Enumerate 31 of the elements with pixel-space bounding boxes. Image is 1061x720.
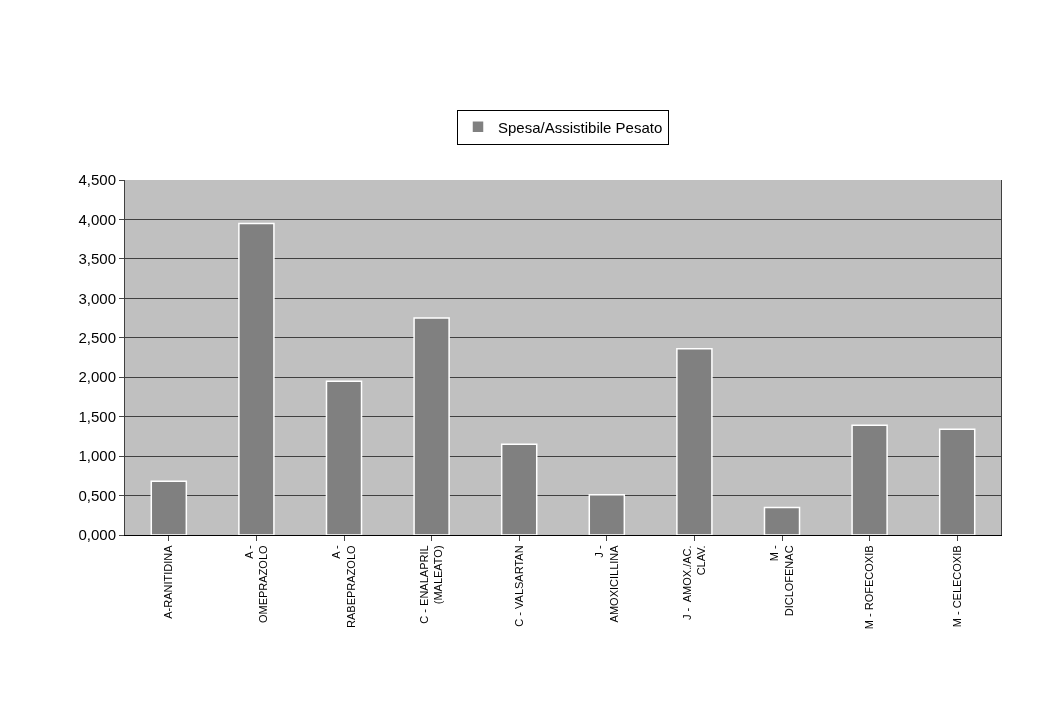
bar — [588, 494, 626, 535]
y-tick-label: 1,000 — [78, 447, 116, 465]
x-tick-label: A - RABEPRAZOLO — [330, 544, 357, 628]
bar — [676, 348, 713, 535]
bar — [150, 480, 188, 535]
legend-label: Spesa/Assistibile Pesato — [498, 118, 663, 136]
y-tick-label: 2,000 — [78, 368, 116, 386]
x-tick-label: J - AMOX./AC. CLAV. — [680, 545, 708, 620]
y-tick-label: 0,500 — [78, 486, 116, 504]
y-tick-label: 0,000 — [78, 526, 116, 544]
bar — [938, 428, 976, 535]
x-tick-label: M - DICLOFENAC — [768, 545, 795, 617]
x-tick-label: J - AMOXICILLINA — [593, 544, 620, 623]
bar — [763, 506, 801, 535]
bar — [413, 317, 450, 535]
bar — [238, 222, 275, 535]
y-tick-label: 4,500 — [78, 171, 116, 189]
x-tick-label: C - ENALAPRIL (MALEATO) — [418, 545, 445, 624]
x-tick-label: M - ROFECOXIB — [863, 545, 876, 630]
y-tick-label: 4,000 — [78, 210, 116, 228]
bar — [500, 443, 538, 535]
bar — [325, 380, 363, 535]
x-tick-label: A - OMEPRAZOLO — [242, 544, 270, 624]
y-tick-label: 1,500 — [78, 407, 116, 425]
bar — [851, 424, 888, 535]
x-tick-label: M - CELECOXIB — [950, 545, 963, 628]
y-tick-label: 3,500 — [78, 250, 116, 268]
y-tick-label: 2,500 — [78, 329, 116, 347]
x-tick-label: A-RANITIDINA — [162, 544, 175, 619]
x-tick-label: C - VALSARTAN — [512, 545, 525, 627]
y-tick-label: 3,000 — [78, 289, 116, 307]
